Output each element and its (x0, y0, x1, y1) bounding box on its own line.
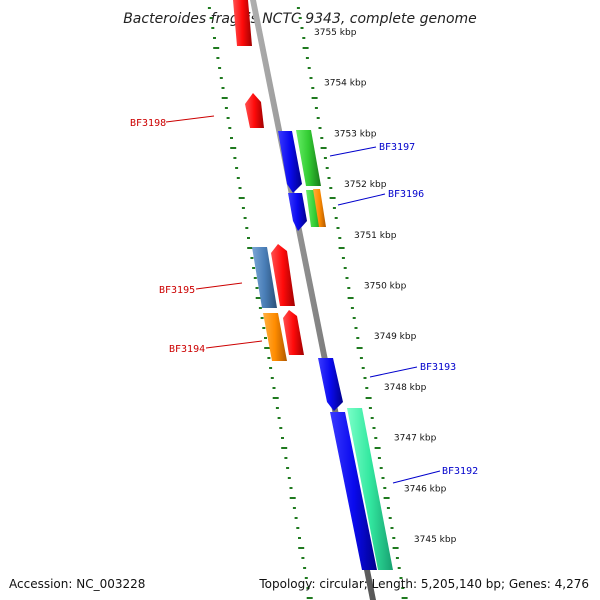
gene-label-leader (392, 470, 441, 484)
gene-labels: BF3198 BF3195 BF3194 BF3197 BF3196 BF3193 BF31… (130, 115, 478, 484)
gene-label: BF3198 (130, 118, 166, 129)
gene-label-leader (369, 366, 418, 378)
gene-label: BF3195 (159, 285, 195, 296)
gene-label-leader (329, 146, 377, 157)
gene-label: BF3193 (420, 362, 456, 373)
gene-arrow-seagreen (347, 408, 393, 570)
gene-arrow-blue (288, 193, 307, 231)
position-label: 3751 kbp (354, 231, 397, 241)
gene-label: BF3194 (169, 344, 205, 355)
gene-label: BF3192 (442, 466, 478, 477)
position-label: 3752 kbp (344, 180, 387, 190)
gene-arrow-orange (263, 313, 287, 361)
gene-arrow-red (245, 93, 264, 128)
accession-text: Accession: NC_003228 (9, 577, 146, 591)
genome-summary: Topology: circular; Length: 5,205,140 bp… (259, 577, 589, 591)
gene-arrow-red (233, 0, 252, 46)
gene-label: BF3196 (388, 189, 424, 200)
gene-arrow-blue (330, 412, 377, 570)
gene-label-leader (195, 282, 243, 290)
position-label: 3745 kbp (414, 535, 457, 545)
gene-label-leader (165, 115, 215, 123)
position-label: 3746 kbp (404, 484, 447, 494)
gene-label-leader (205, 340, 263, 349)
position-label: 3753 kbp (334, 129, 377, 139)
gene-label-leader (337, 193, 386, 206)
gene-label: BF3197 (379, 142, 415, 153)
position-label: 3749 kbp (374, 332, 417, 342)
position-label: 3747 kbp (394, 434, 437, 444)
gene-arrow-red (283, 310, 304, 355)
gene-arrow-red (271, 244, 295, 306)
gene-arrow-blue (318, 358, 343, 411)
gene-arrow-green (296, 130, 321, 186)
position-label: 3754 kbp (324, 79, 367, 89)
gene-arrow-steelblue (252, 247, 277, 308)
position-label: 3750 kbp (364, 282, 407, 292)
reverse-strand-genes (233, 0, 304, 361)
forward-strand-ruler (296, 7, 408, 599)
position-labels: 3755 kbp 3754 kbp 3753 kbp 3752 kbp 3751 kbp… (314, 28, 457, 545)
forward-strand-genes (278, 130, 393, 570)
reverse-strand-ruler (207, 7, 313, 599)
position-label: 3748 kbp (384, 383, 427, 393)
gene-arrow-orange (313, 189, 326, 227)
gene-arrow-blue (278, 131, 302, 193)
position-label: 3755 kbp (314, 28, 357, 38)
